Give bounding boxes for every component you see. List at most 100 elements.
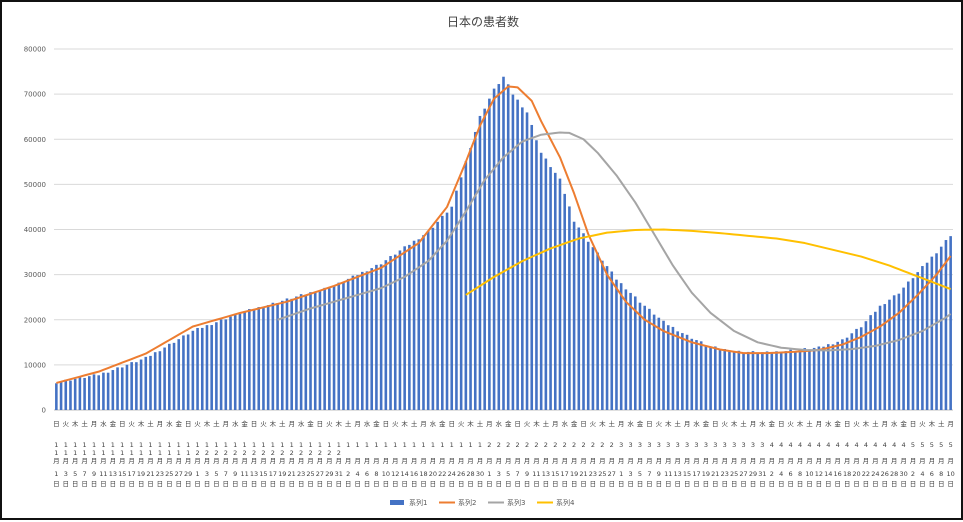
x-tick-month: 1: [120, 441, 124, 449]
x-tick-month-unit: 月: [185, 457, 192, 465]
x-tick-month: 5: [920, 441, 924, 449]
x-tick-label: 金 4 月 2 日: [769, 419, 776, 488]
x-tick-month: 1: [130, 449, 134, 457]
x-tick-day: 21: [146, 470, 154, 478]
x-tick-weekday: 火: [194, 420, 201, 428]
x-tick-month: 1: [64, 449, 68, 457]
legend-item-2: 系列2: [439, 498, 476, 507]
x-tick-month-unit: 月: [354, 457, 361, 465]
x-tick-month-unit: 月: [543, 457, 550, 465]
x-tick-weekday: 火: [458, 420, 465, 428]
x-tick-month-unit: 月: [552, 457, 559, 465]
x-tick-month: 1: [214, 441, 218, 449]
x-tick-day: 19: [570, 470, 578, 478]
x-tick-day: 7: [224, 470, 228, 478]
x-tick-day-unit: 日: [279, 480, 286, 488]
x-tick-day-unit: 日: [213, 480, 220, 488]
x-tick-month: 3: [713, 441, 717, 449]
x-tick-day: 1: [619, 470, 623, 478]
x-tick-weekday: 月: [288, 420, 295, 428]
x-tick-weekday: 月: [91, 420, 98, 428]
x-tick-weekday: 金: [703, 419, 710, 428]
x-tick-label: 水 4 月 28 日: [890, 419, 898, 488]
x-tick-month: 3: [751, 441, 755, 449]
x-tick-day: 23: [297, 470, 305, 478]
x-tick-weekday: 日: [185, 420, 192, 428]
x-tick-month: 3: [657, 441, 661, 449]
x-tick-month: 1: [148, 449, 152, 457]
x-tick-month-unit: 月: [110, 457, 117, 465]
x-tick-day: 27: [608, 470, 616, 478]
x-tick-month-unit: 月: [656, 457, 663, 465]
x-axis: 日11月1日火11月3日木11月5日土11月7日月11月9日水11月11日金11…: [53, 419, 955, 488]
bar: [563, 193, 566, 410]
x-tick-month: 1: [224, 441, 228, 449]
bar: [497, 84, 501, 411]
x-tick-month: 1: [73, 449, 77, 457]
x-tick-month: 4: [779, 441, 783, 449]
x-tick-month: 1: [243, 441, 247, 449]
x-tick-label: 土 1 月 16 日: [410, 419, 418, 488]
x-tick-label: 金 1 月 8 日: [373, 419, 380, 488]
x-tick-month: 3: [760, 441, 764, 449]
x-tick-month: 1: [148, 441, 152, 449]
x-tick-day: 5: [73, 470, 77, 478]
bar: [761, 352, 764, 410]
bar: [83, 377, 86, 410]
x-tick-label: 火 3 月 9 日: [656, 420, 663, 488]
x-tick-weekday: 土: [477, 419, 484, 428]
bar: [464, 161, 468, 410]
bar: [144, 356, 148, 410]
x-tick-day-unit: 日: [307, 480, 314, 488]
x-tick-day: 25: [306, 470, 314, 478]
x-tick-month-unit: 月: [326, 457, 333, 465]
x-tick-day-unit: 日: [825, 480, 832, 488]
x-tick-label: 月 3 月 1 日: [618, 420, 625, 488]
x-tick-day-unit: 日: [910, 480, 917, 488]
x-tick-month-unit: 月: [637, 457, 644, 465]
bar: [384, 260, 388, 410]
x-tick-month-unit: 月: [627, 457, 634, 465]
x-tick-label: 木 1 月 14 日: [401, 419, 409, 488]
x-tick-label: 水 1 月 20 日: [429, 419, 437, 488]
x-tick-month: 4: [836, 441, 840, 449]
bar: [328, 288, 331, 410]
x-tick-weekday: 日: [712, 420, 719, 428]
x-tick-weekday: 日: [910, 420, 917, 428]
x-tick-weekday: 金: [373, 419, 380, 428]
x-tick-weekday: 日: [448, 420, 455, 428]
x-tick-month-unit: 月: [891, 457, 898, 465]
x-tick-weekday: 金: [900, 419, 907, 428]
x-tick-day: 23: [156, 470, 164, 478]
x-tick-label: 木 1 月 28 日: [466, 419, 474, 488]
bar: [177, 339, 181, 410]
x-tick-label: 金 2 月 19 日: [570, 419, 578, 488]
x-tick-weekday: 月: [354, 420, 361, 428]
x-tick-weekday: 金: [769, 419, 776, 428]
x-tick-label: 月 1 月 18 日: [419, 420, 427, 488]
x-tick-label: 金 1 月 22 日: [438, 419, 446, 488]
x-tick-day: 25: [730, 470, 738, 478]
x-tick-day: 3: [64, 470, 68, 478]
x-tick-day-unit: 日: [599, 480, 606, 488]
bar: [850, 333, 854, 410]
x-tick-day-unit: 日: [232, 480, 239, 488]
bar: [455, 190, 458, 410]
x-tick-day-unit: 日: [298, 480, 305, 488]
x-tick-month: 1: [167, 441, 171, 449]
x-tick-month-unit: 月: [420, 457, 427, 465]
bar: [111, 370, 115, 410]
bar: [92, 374, 96, 410]
x-tick-month: 1: [356, 441, 360, 449]
x-tick-day: 12: [815, 470, 823, 478]
bar: [798, 349, 802, 410]
x-tick-day: 19: [278, 470, 286, 478]
legend-item-3: 系列3: [488, 498, 525, 507]
x-tick-month-unit: 月: [910, 457, 917, 465]
x-tick-month-unit: 月: [665, 457, 672, 465]
bar: [549, 167, 552, 410]
x-tick-day-unit: 日: [750, 480, 757, 488]
x-tick-weekday: 火: [656, 420, 663, 428]
